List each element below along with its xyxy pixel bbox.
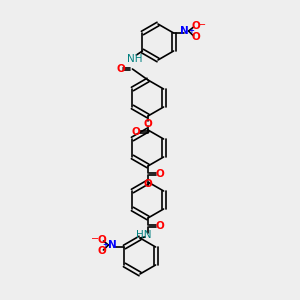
Text: O: O bbox=[97, 235, 106, 245]
Text: −: − bbox=[91, 234, 100, 244]
Text: N: N bbox=[180, 26, 189, 36]
Text: N: N bbox=[108, 240, 117, 250]
Text: O: O bbox=[132, 127, 140, 137]
Text: +: + bbox=[189, 28, 194, 34]
Text: O: O bbox=[156, 169, 164, 179]
Text: NH: NH bbox=[127, 54, 142, 64]
Text: O: O bbox=[116, 64, 125, 74]
Text: +: + bbox=[103, 242, 108, 248]
Text: O: O bbox=[97, 246, 106, 256]
Text: O: O bbox=[191, 21, 200, 31]
Text: O: O bbox=[191, 32, 200, 42]
Text: O: O bbox=[156, 221, 164, 231]
Text: O: O bbox=[144, 179, 152, 189]
Text: −: − bbox=[197, 20, 206, 30]
Text: O: O bbox=[144, 119, 152, 129]
Text: HN: HN bbox=[136, 230, 152, 240]
